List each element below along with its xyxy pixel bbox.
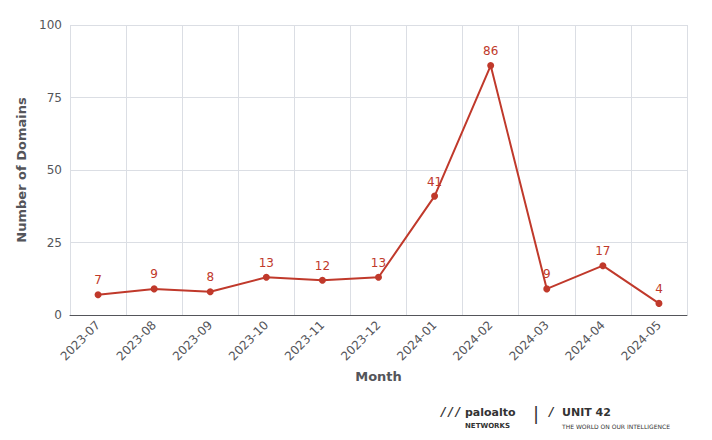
svg-text:///: /// <box>440 405 462 419</box>
svg-text:2023-12: 2023-12 <box>338 318 383 363</box>
svg-text:8: 8 <box>206 270 214 284</box>
svg-text:2024-01: 2024-01 <box>394 318 439 363</box>
svg-text:25: 25 <box>47 236 62 250</box>
svg-text:2023-09: 2023-09 <box>170 318 215 363</box>
svg-text:/: / <box>548 405 555 419</box>
svg-text:|: | <box>533 403 539 424</box>
svg-text:4: 4 <box>655 282 663 296</box>
svg-text:0: 0 <box>54 308 62 322</box>
svg-text:9: 9 <box>150 267 158 281</box>
svg-text:86: 86 <box>483 44 498 58</box>
svg-text:UNIT 42: UNIT 42 <box>562 406 611 419</box>
svg-text:13: 13 <box>371 256 386 270</box>
svg-text:12: 12 <box>315 259 330 273</box>
svg-text:17: 17 <box>595 244 610 258</box>
svg-text:9: 9 <box>543 267 551 281</box>
svg-text:Number of Domains: Number of Domains <box>14 97 29 243</box>
svg-text:2023-07: 2023-07 <box>58 318 103 363</box>
svg-text:paloalto: paloalto <box>465 406 516 419</box>
svg-text:THE WORLD ON OUR INTELLIGENCE: THE WORLD ON OUR INTELLIGENCE <box>561 423 670 430</box>
svg-text:NETWORKS: NETWORKS <box>465 422 510 430</box>
svg-text:41: 41 <box>427 175 442 189</box>
svg-text:2024-05: 2024-05 <box>619 318 664 363</box>
svg-text:2024-04: 2024-04 <box>563 318 608 363</box>
svg-text:50: 50 <box>47 163 62 177</box>
svg-text:7: 7 <box>94 273 102 287</box>
svg-text:2024-02: 2024-02 <box>450 318 495 363</box>
svg-text:100: 100 <box>39 18 62 32</box>
svg-text:75: 75 <box>47 91 62 105</box>
svg-text:13: 13 <box>259 256 274 270</box>
svg-text:2023-10: 2023-10 <box>226 318 271 363</box>
svg-text:2023-08: 2023-08 <box>114 318 159 363</box>
svg-text:Month: Month <box>355 369 402 384</box>
svg-text:2023-11: 2023-11 <box>282 318 327 363</box>
svg-text:2024-03: 2024-03 <box>506 318 551 363</box>
